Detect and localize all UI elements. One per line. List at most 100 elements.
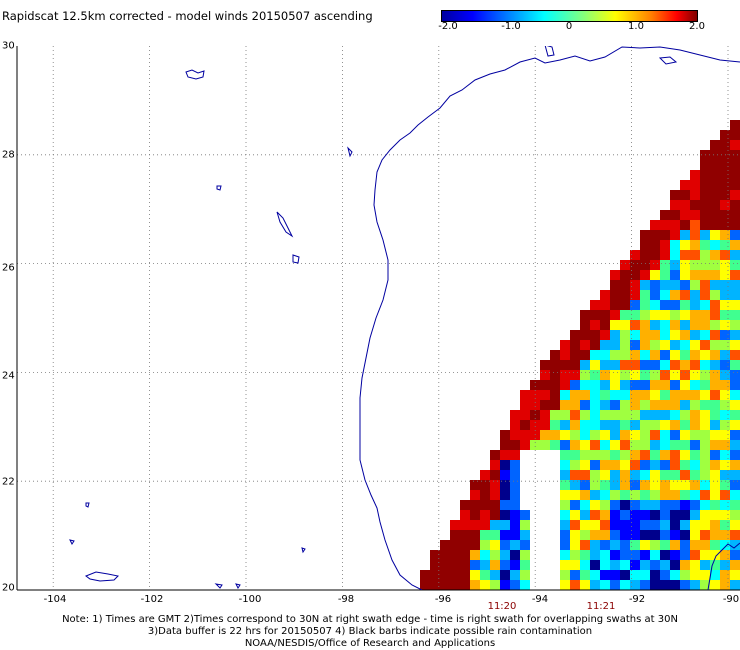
swath-cell bbox=[650, 500, 660, 510]
swath-cell bbox=[680, 480, 690, 490]
swath-cell bbox=[640, 510, 650, 520]
swath-cell bbox=[570, 440, 580, 450]
swath-cell bbox=[720, 140, 730, 150]
colorbar-tick-label: -1.0 bbox=[501, 21, 521, 32]
swath-cell bbox=[510, 580, 520, 590]
island bbox=[235, 583, 241, 589]
swath-cell bbox=[680, 230, 690, 240]
swath-cell bbox=[620, 390, 630, 400]
swath-cell bbox=[720, 430, 730, 440]
swath-cell bbox=[720, 130, 730, 140]
swath-cell bbox=[620, 380, 630, 390]
swath-cell bbox=[650, 300, 660, 310]
swath-cell bbox=[700, 280, 710, 290]
swath-cell bbox=[570, 350, 580, 360]
swath-cell bbox=[630, 490, 640, 500]
swath-cell bbox=[620, 410, 630, 420]
swath-cell bbox=[550, 370, 560, 380]
swath-cell bbox=[570, 530, 580, 540]
swath-cell bbox=[620, 520, 630, 530]
swath-cell bbox=[550, 380, 560, 390]
island bbox=[185, 69, 205, 80]
swath-cell bbox=[620, 420, 630, 430]
swath-cell bbox=[730, 260, 740, 270]
swath-cell bbox=[490, 560, 500, 570]
swath-cell bbox=[590, 490, 600, 500]
swath-cell bbox=[590, 560, 600, 570]
swath-cell bbox=[460, 540, 470, 550]
swath-cell bbox=[710, 180, 720, 190]
swath-cell bbox=[660, 300, 670, 310]
swath-cell bbox=[680, 200, 690, 210]
swath-cell bbox=[580, 420, 590, 430]
swath-cell bbox=[680, 450, 690, 460]
swath-cell bbox=[440, 550, 450, 560]
swath-cell bbox=[490, 480, 500, 490]
swath-cell bbox=[580, 550, 590, 560]
swath-cell bbox=[690, 360, 700, 370]
swath-cell bbox=[520, 540, 530, 550]
swath-cell bbox=[650, 530, 660, 540]
swath-cell bbox=[690, 370, 700, 380]
swath-cell bbox=[500, 570, 510, 580]
swath-cell bbox=[660, 280, 670, 290]
swath-cell bbox=[620, 310, 630, 320]
swath-cell bbox=[520, 550, 530, 560]
swath-cell bbox=[630, 550, 640, 560]
swath-cell bbox=[650, 420, 660, 430]
swath-cell bbox=[700, 420, 710, 430]
swath-cell bbox=[460, 570, 470, 580]
swath-cell bbox=[640, 500, 650, 510]
swath-cell bbox=[610, 370, 620, 380]
swath-cell bbox=[590, 450, 600, 460]
swath-cell bbox=[720, 310, 730, 320]
swath-cell bbox=[700, 440, 710, 450]
swath-cell bbox=[470, 500, 480, 510]
swath-cell bbox=[470, 550, 480, 560]
swath-cell bbox=[610, 410, 620, 420]
swath-cell bbox=[570, 520, 580, 530]
swath-cell bbox=[440, 580, 450, 590]
swath-cell bbox=[450, 580, 460, 590]
swath-cell bbox=[690, 190, 700, 200]
swath-cell bbox=[430, 570, 440, 580]
swath-cell bbox=[670, 490, 680, 500]
swath-cell bbox=[610, 280, 620, 290]
swath-cell bbox=[630, 430, 640, 440]
swath-cell bbox=[700, 350, 710, 360]
swath-cell bbox=[720, 480, 730, 490]
swath-cell bbox=[610, 270, 620, 280]
swath-cell bbox=[730, 290, 740, 300]
swath-cell bbox=[550, 430, 560, 440]
swath-cell bbox=[650, 220, 660, 230]
swath-cell bbox=[660, 210, 670, 220]
swath-cell bbox=[700, 360, 710, 370]
swath-cell bbox=[560, 390, 570, 400]
swath-cell bbox=[660, 420, 670, 430]
swath-cell bbox=[580, 360, 590, 370]
swath-cell bbox=[640, 280, 650, 290]
swath-cell bbox=[680, 310, 690, 320]
swath-cell bbox=[620, 360, 630, 370]
swath-cell bbox=[560, 540, 570, 550]
swath-cell bbox=[590, 470, 600, 480]
swath-cell bbox=[440, 560, 450, 570]
swath-cell bbox=[600, 390, 610, 400]
swath-cell bbox=[600, 370, 610, 380]
swath-cell bbox=[540, 440, 550, 450]
swath-cell bbox=[660, 480, 670, 490]
swath-cell bbox=[690, 510, 700, 520]
swath-cell bbox=[430, 560, 440, 570]
swath-cell bbox=[590, 530, 600, 540]
swath-cell bbox=[450, 550, 460, 560]
swath-cell bbox=[690, 250, 700, 260]
swath-cell bbox=[620, 470, 630, 480]
swath-cell bbox=[560, 420, 570, 430]
swath-cell bbox=[690, 580, 700, 590]
swath-cell bbox=[580, 310, 590, 320]
swath-cell bbox=[690, 230, 700, 240]
swath-cell bbox=[660, 580, 670, 590]
swath-cell bbox=[570, 460, 580, 470]
swath-cell bbox=[520, 430, 530, 440]
swath-cell bbox=[710, 360, 720, 370]
